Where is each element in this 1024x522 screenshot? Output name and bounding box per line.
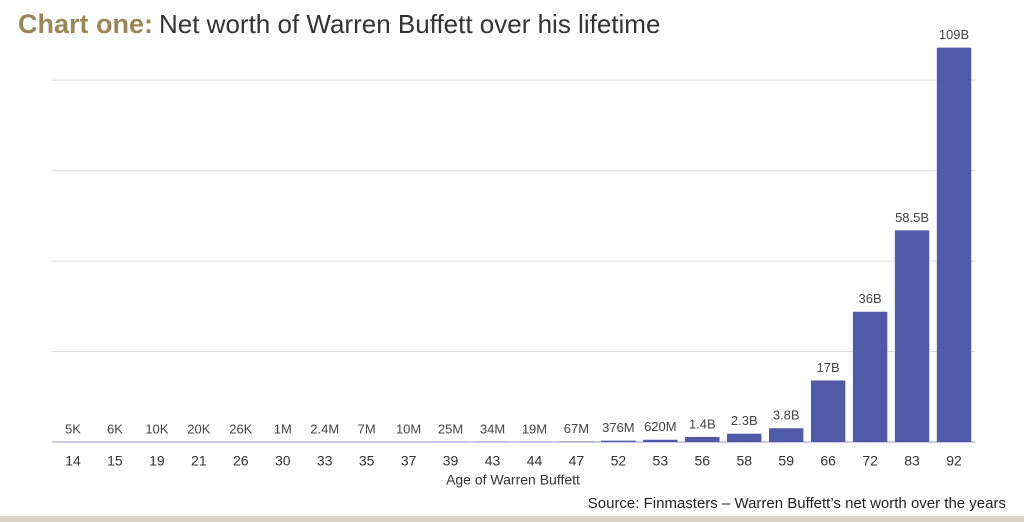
bar: [685, 436, 720, 442]
x-tick-label: 52: [611, 453, 627, 469]
x-tick-label: 92: [946, 453, 962, 469]
source-note: Source: Finmasters – Warren Buffett’s ne…: [588, 495, 1006, 512]
value-label: 620M: [644, 419, 677, 434]
value-label: 19M: [522, 421, 547, 436]
value-label: 36B: [859, 291, 882, 306]
value-label: 3.8B: [773, 408, 800, 423]
x-tick-label: 83: [904, 453, 920, 469]
footer-strip: [0, 516, 1024, 522]
value-label: 5K: [65, 421, 81, 436]
value-label: 2.3B: [731, 413, 758, 428]
x-axis-title: Age of Warren Buffett: [446, 472, 580, 488]
value-label: 20K: [187, 421, 210, 436]
x-tick-label: 39: [443, 453, 459, 469]
x-tick-label: 47: [569, 453, 585, 469]
bar: [601, 440, 636, 442]
x-tick-label: 35: [359, 453, 375, 469]
x-tick-label: 19: [149, 453, 165, 469]
value-label: 7M: [358, 421, 376, 436]
bar: [643, 439, 678, 442]
value-label: 34M: [480, 421, 505, 436]
value-label: 1M: [274, 421, 292, 436]
x-tick-label: 66: [820, 453, 836, 469]
x-tick-label: 33: [317, 453, 333, 469]
x-tick-label: 59: [778, 453, 794, 469]
value-label: 26K: [229, 421, 252, 436]
value-label: 58.5B: [895, 210, 929, 225]
value-label: 67M: [564, 421, 589, 436]
bar: [936, 47, 972, 442]
bar: [727, 433, 762, 442]
value-label: 109B: [939, 27, 969, 42]
value-label: 17B: [817, 360, 840, 375]
bar: [810, 380, 846, 442]
chart-title: Chart one: Net worth of Warren Buffett ov…: [18, 9, 660, 39]
value-label: 10K: [145, 421, 168, 436]
x-tick-label: 14: [65, 453, 81, 469]
x-tick-label: 21: [191, 453, 207, 469]
x-tick-label: 72: [862, 453, 878, 469]
value-label: 6K: [107, 421, 123, 436]
value-label: 10M: [396, 421, 421, 436]
x-tick-label: 30: [275, 453, 291, 469]
x-tick-label: 43: [485, 453, 501, 469]
x-tick-label: 37: [401, 453, 417, 469]
value-label: 376M: [602, 420, 635, 435]
x-tick-label: 53: [653, 453, 669, 469]
value-label: 25M: [438, 421, 463, 436]
bar: [769, 428, 804, 442]
x-tick-label: 15: [107, 453, 123, 469]
title-prefix: Chart one:: [18, 9, 153, 39]
value-label: 2.4M: [310, 421, 339, 436]
x-tick-label: 58: [736, 453, 752, 469]
bar: [894, 230, 930, 442]
x-tick-label: 44: [527, 453, 543, 469]
value-label: 1.4B: [689, 416, 716, 431]
bar: [852, 311, 888, 442]
title-text: Net worth of Warren Buffett over his lif…: [159, 9, 660, 39]
x-tick-label: 56: [695, 453, 711, 469]
x-tick-label: 26: [233, 453, 249, 469]
